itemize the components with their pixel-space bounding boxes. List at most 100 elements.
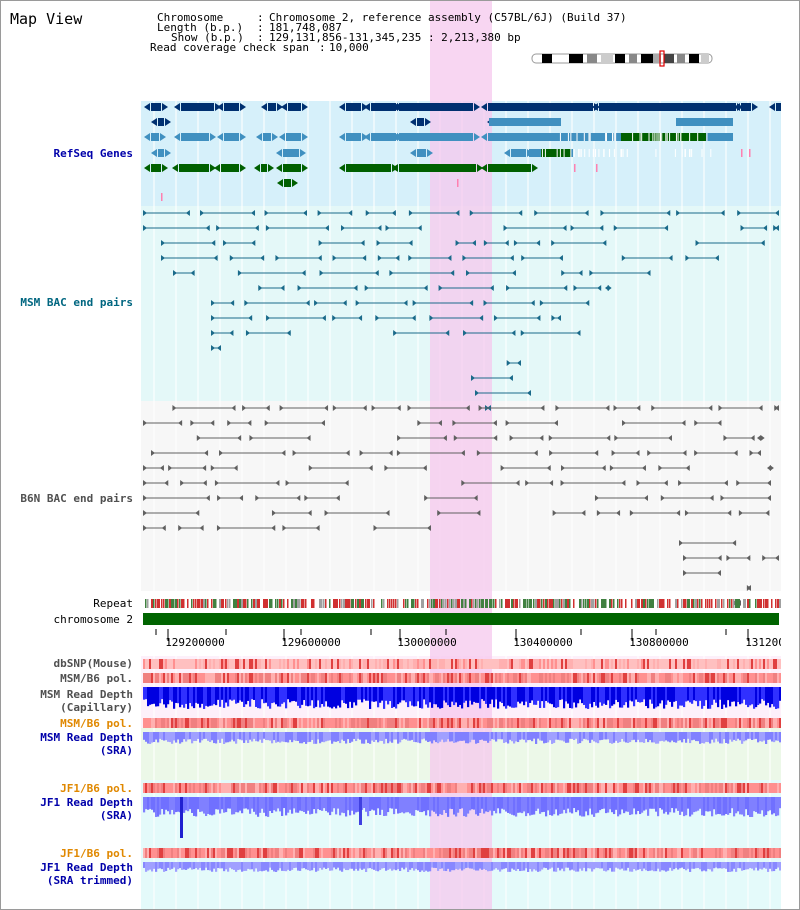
refseq-gene-arrow[interactable]: [364, 103, 370, 111]
refseq-gene-arrow[interactable]: [392, 133, 398, 141]
refseq-gene[interactable]: [371, 103, 396, 111]
refseq-gene[interactable]: [224, 133, 239, 141]
refseq-gene-arrow[interactable]: [151, 149, 157, 157]
refseq-gene-arrow[interactable]: [504, 149, 510, 157]
refseq-gene-arrow[interactable]: [174, 133, 180, 141]
refseq-gene[interactable]: [511, 149, 526, 157]
refseq-gene[interactable]: [488, 133, 561, 141]
refseq-gene-arrow[interactable]: [277, 103, 283, 111]
refseq-gene-arrow[interactable]: [481, 103, 487, 111]
refseq-gene-arrow[interactable]: [174, 103, 180, 111]
refseq-gene-arrow[interactable]: [210, 164, 216, 172]
refseq-gene[interactable]: [151, 133, 159, 141]
refseq-gene-arrow[interactable]: [144, 164, 150, 172]
refseq-gene-arrow[interactable]: [481, 133, 487, 141]
refseq-gene[interactable]: [346, 133, 361, 141]
refseq-gene[interactable]: [417, 118, 424, 126]
refseq-gene[interactable]: [741, 103, 751, 111]
refseq-gene-arrow[interactable]: [302, 103, 308, 111]
refseq-gene-arrow[interactable]: [302, 164, 308, 172]
refseq-gene-arrow[interactable]: [300, 149, 306, 157]
refseq-gene[interactable]: [286, 133, 301, 141]
refseq-gene[interactable]: [399, 164, 476, 172]
refseq-gene-arrow[interactable]: [217, 133, 223, 141]
msm-b6-pol-sra-label[interactable]: MSM/B6 pol.: [60, 717, 133, 730]
refseq-gene-arrow[interactable]: [276, 149, 282, 157]
msm-b6-pol-label[interactable]: MSM/B6 pol.: [60, 672, 133, 685]
refseq-gene[interactable]: [181, 103, 214, 111]
refseq-gene[interactable]: [489, 118, 561, 126]
refseq-gene[interactable]: [181, 133, 209, 141]
jf1-read-depth-trimmed-label[interactable]: JF1 Read Depth (SRA trimmed): [40, 861, 133, 887]
refseq-gene-arrow[interactable]: [339, 133, 345, 141]
refseq-gene-arrow[interactable]: [276, 164, 282, 172]
refseq-gene-arrow[interactable]: [172, 164, 178, 172]
jf1-b6-pol-label[interactable]: JF1/B6 pol.: [60, 782, 133, 795]
refseq-gene-arrow[interactable]: [217, 103, 223, 111]
refseq-gene-arrow[interactable]: [144, 103, 150, 111]
refseq-gene[interactable]: [488, 103, 593, 111]
refseq-gene[interactable]: [288, 103, 301, 111]
refseq-gene-arrow[interactable]: [165, 149, 171, 157]
refseq-gene-arrow[interactable]: [151, 118, 157, 126]
refseq-gene-arrow[interactable]: [392, 164, 398, 172]
refseq-gene[interactable]: [776, 103, 783, 111]
refseq-gene-arrow[interactable]: [281, 103, 287, 111]
refseq-gene[interactable]: [488, 164, 531, 172]
refseq-gene[interactable]: [417, 149, 426, 157]
refseq-gene[interactable]: [221, 164, 239, 172]
jf1-b6-pol-trimmed-label[interactable]: JF1/B6 pol.: [60, 847, 133, 860]
chromosome-bar[interactable]: [143, 613, 779, 625]
refseq-gene-arrow[interactable]: [261, 103, 267, 111]
refseq-gene-arrow[interactable]: [277, 179, 283, 187]
refseq-gene[interactable]: [158, 149, 164, 157]
refseq-gene[interactable]: [151, 103, 161, 111]
refseq-gene-arrow[interactable]: [214, 164, 220, 172]
refseq-gene-arrow[interactable]: [292, 179, 298, 187]
refseq-gene[interactable]: [283, 149, 299, 157]
refseq-gene-arrow[interactable]: [254, 164, 260, 172]
refseq-gene-arrow[interactable]: [425, 118, 431, 126]
refseq-gene-arrow[interactable]: [268, 164, 274, 172]
refseq-gene-arrow[interactable]: [410, 149, 416, 157]
refseq-gene[interactable]: [268, 103, 276, 111]
refseq-gene[interactable]: [399, 103, 473, 111]
refseq-gene[interactable]: [284, 179, 291, 187]
refseq-gene-arrow[interactable]: [592, 103, 598, 111]
chromosome-ideogram[interactable]: [531, 50, 713, 67]
refseq-gene-arrow[interactable]: [734, 103, 740, 111]
refseq-gene[interactable]: [346, 164, 391, 172]
refseq-gene-arrow[interactable]: [210, 133, 216, 141]
refseq-gene[interactable]: [179, 164, 209, 172]
refseq-gene-arrow[interactable]: [427, 149, 433, 157]
jf1-read-depth-sra-label[interactable]: JF1 Read Depth (SRA): [40, 796, 133, 822]
refseq-gene-arrow[interactable]: [481, 164, 487, 172]
refseq-gene[interactable]: [371, 133, 396, 141]
refseq-gene-arrow[interactable]: [162, 103, 168, 111]
refseq-gene-arrow[interactable]: [272, 133, 278, 141]
refseq-gene[interactable]: [158, 118, 164, 126]
refseq-gene-arrow[interactable]: [392, 103, 398, 111]
refseq-gene-arrow[interactable]: [162, 164, 168, 172]
refseq-gene[interactable]: [346, 103, 361, 111]
dbsnp-label[interactable]: dbSNP(Mouse): [53, 657, 133, 670]
refseq-gene-arrow[interactable]: [474, 133, 480, 141]
selected-region-highlight[interactable]: [430, 1, 492, 909]
refseq-gene[interactable]: [283, 164, 301, 172]
refseq-gene[interactable]: [399, 133, 473, 141]
refseq-gene-arrow[interactable]: [474, 103, 480, 111]
refseq-gene-arrow[interactable]: [302, 133, 308, 141]
refseq-gene[interactable]: [261, 164, 267, 172]
refseq-genes-label[interactable]: RefSeq Genes: [53, 147, 133, 160]
refseq-gene-arrow[interactable]: [532, 164, 538, 172]
refseq-gene-arrow[interactable]: [477, 164, 483, 172]
refseq-gene-arrow[interactable]: [752, 103, 758, 111]
msm-read-depth-sra-label[interactable]: MSM Read Depth (SRA): [40, 731, 133, 757]
refseq-gene-arrow[interactable]: [256, 133, 262, 141]
refseq-gene-arrow[interactable]: [410, 118, 416, 126]
refseq-gene-arrow[interactable]: [339, 164, 345, 172]
refseq-gene-arrow[interactable]: [279, 133, 285, 141]
msm-read-depth-capillary-label[interactable]: MSM Read Depth (Capillary): [40, 688, 133, 714]
refseq-gene-arrow[interactable]: [364, 133, 370, 141]
